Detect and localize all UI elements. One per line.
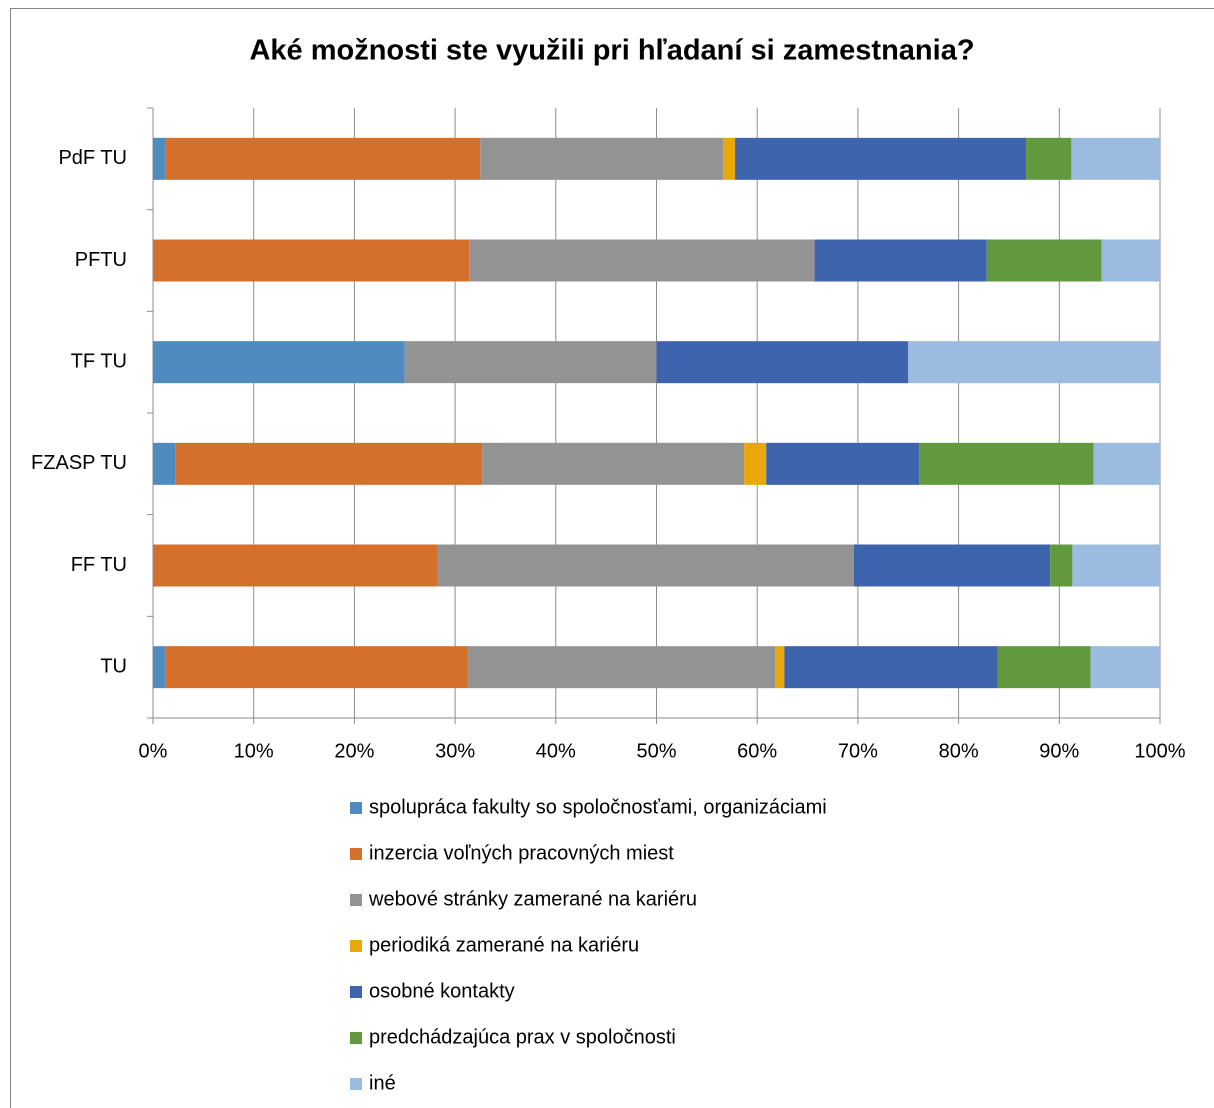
bar-segment	[775, 646, 785, 689]
bar-segment	[480, 137, 723, 180]
bar-segment	[784, 646, 998, 689]
legend-label: inzercia voľných pracovných miest	[369, 842, 674, 864]
bar-segment	[986, 239, 1102, 282]
x-tick-label: 80%	[939, 740, 979, 762]
legend-label: webové stránky zamerané na kariéru	[368, 888, 697, 910]
bar-segment	[153, 544, 437, 587]
bar-segment	[165, 646, 469, 689]
bar-segment	[436, 544, 854, 587]
legend-label: iné	[369, 1072, 396, 1094]
legend-swatch	[350, 1032, 362, 1044]
bar-segment	[1090, 646, 1160, 689]
y-tick-label: TU	[100, 655, 127, 677]
bar-segment	[153, 239, 470, 282]
x-tick-label: 60%	[737, 740, 777, 762]
chart-title: Aké možnosti ste využili pri hľadaní si …	[249, 35, 974, 67]
bar-segment	[1093, 442, 1160, 485]
bar-segment	[469, 239, 815, 282]
legend-swatch	[350, 802, 362, 814]
legend-swatch	[350, 940, 362, 952]
bar-segment	[744, 442, 767, 485]
bar-segment	[814, 239, 987, 282]
y-tick-label: FF TU	[71, 554, 127, 576]
bar-segment	[153, 341, 405, 384]
bar-segment	[766, 442, 920, 485]
bar-segment	[656, 341, 909, 384]
bar-segment	[853, 544, 1051, 587]
x-tick-label: 20%	[334, 740, 374, 762]
bar-segment	[482, 442, 745, 485]
legend-swatch	[350, 986, 362, 998]
legend-label: spolupráca fakulty so spoločnosťami, org…	[369, 796, 827, 818]
bar-segment	[1026, 137, 1072, 180]
y-tick-label: PFTU	[75, 249, 127, 271]
bar-segment	[468, 646, 776, 689]
y-tick-label: FZASP TU	[31, 452, 127, 474]
legend-swatch	[350, 894, 362, 906]
x-tick-label: 100%	[1134, 740, 1185, 762]
bar-segment	[153, 442, 176, 485]
bar-segment	[722, 137, 736, 180]
x-tick-label: 0%	[139, 740, 168, 762]
legend-label: osobné kontakty	[369, 980, 515, 1002]
x-tick-label: 10%	[234, 740, 274, 762]
legend-swatch	[350, 848, 362, 860]
bar-segment	[175, 442, 483, 485]
bar-segment	[908, 341, 1160, 384]
y-tick-label: TF TU	[71, 350, 127, 372]
bar-segment	[1101, 239, 1160, 282]
bar-segment	[997, 646, 1091, 689]
x-tick-label: 50%	[636, 740, 676, 762]
bar-segment	[404, 341, 657, 384]
bar-segment	[1072, 544, 1160, 587]
bar-segment	[919, 442, 1094, 485]
bar-segment	[153, 137, 166, 180]
bar-segment	[735, 137, 1027, 180]
bar-segment	[1071, 137, 1160, 180]
bar-segment	[165, 137, 481, 180]
x-tick-label: 30%	[435, 740, 475, 762]
legend-label: periodiká zamerané na kariéru	[369, 934, 639, 956]
y-tick-label: PdF TU	[58, 147, 127, 169]
bar-segment	[153, 646, 166, 689]
x-tick-label: 40%	[536, 740, 576, 762]
x-tick-label: 90%	[1039, 740, 1079, 762]
legend-label: predchádzajúca prax v spoločnosti	[369, 1026, 676, 1048]
bar-segment	[1050, 544, 1073, 587]
legend-swatch	[350, 1078, 362, 1090]
x-tick-label: 70%	[838, 740, 878, 762]
